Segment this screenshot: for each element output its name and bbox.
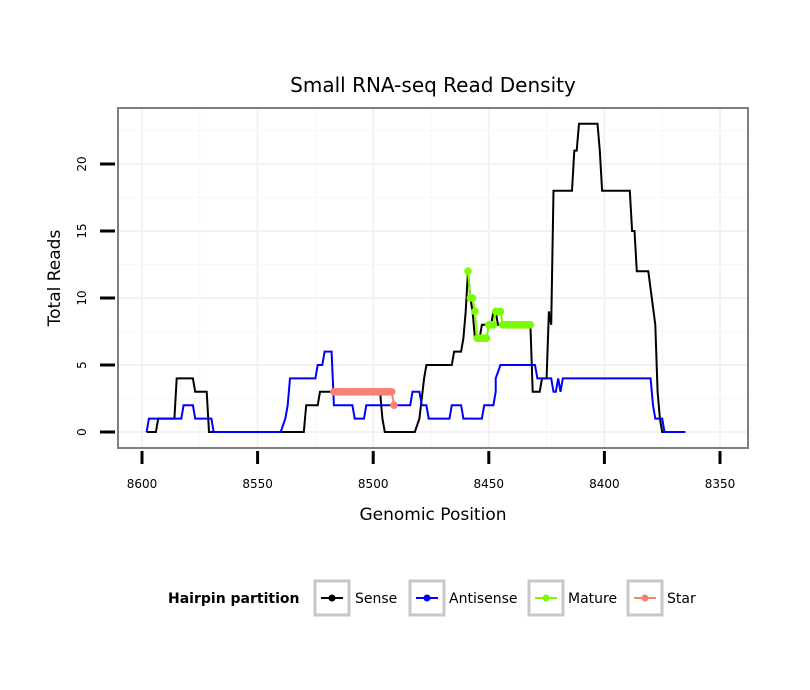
legend-item-antisense: Antisense <box>408 579 518 617</box>
legend: Hairpin partition Sense Antisense Mature St… <box>168 579 696 617</box>
legend-key <box>527 579 565 617</box>
legend-key-point <box>328 594 336 602</box>
data-point-mature <box>526 321 535 329</box>
data-point-mature <box>468 294 477 302</box>
legend-label: Antisense <box>449 591 518 607</box>
y-tick-label: 10 <box>75 290 89 305</box>
legend-label: Sense <box>355 591 397 607</box>
series-line-antisense <box>145 350 686 433</box>
y-tick-label: 5 <box>75 361 89 369</box>
x-axis-title: Genomic Position <box>359 505 506 525</box>
x-tick-label: 8400 <box>589 477 620 491</box>
x-tick-label: 8600 <box>127 477 158 491</box>
x-tick-label: 8550 <box>242 477 273 491</box>
chart-title: Small RNA-seq Read Density <box>290 73 576 97</box>
data-point-mature <box>496 307 505 316</box>
x-tick-label: 8350 <box>705 477 736 491</box>
y-tick-label: 20 <box>75 156 89 171</box>
legend-title: Hairpin partition <box>168 591 299 607</box>
series-star <box>330 388 398 410</box>
legend-key-point <box>423 594 431 602</box>
data-point-star <box>387 388 396 396</box>
data-point-mature <box>482 334 491 343</box>
legend-key-point <box>641 594 649 602</box>
legend-item-mature: Mature <box>527 579 617 617</box>
series-antisense <box>145 350 686 433</box>
x-tick-label: 8450 <box>474 477 505 491</box>
y-tick-label: 15 <box>75 223 89 238</box>
x-tick-label: 8500 <box>358 477 389 491</box>
legend-item-sense: Sense <box>313 579 397 617</box>
series-mature <box>464 267 535 343</box>
y-axis-title: Total Reads <box>45 230 65 328</box>
legend-item-star: Star <box>626 579 696 617</box>
plot-panel-border <box>117 107 749 449</box>
data-point-star <box>390 401 398 410</box>
grid <box>118 108 748 448</box>
legend-key-point <box>542 594 550 602</box>
axes: 8600 8550 8500 8450 8400 8350 0 5 10 15 20 <box>75 156 735 491</box>
series-layer <box>145 122 686 433</box>
legend-label: Mature <box>568 591 617 607</box>
data-point-mature <box>471 307 479 316</box>
y-tick-label: 0 <box>75 428 89 436</box>
data-point-mature <box>464 267 472 276</box>
data-point-mature <box>489 321 498 329</box>
legend-label: Star <box>667 591 696 607</box>
